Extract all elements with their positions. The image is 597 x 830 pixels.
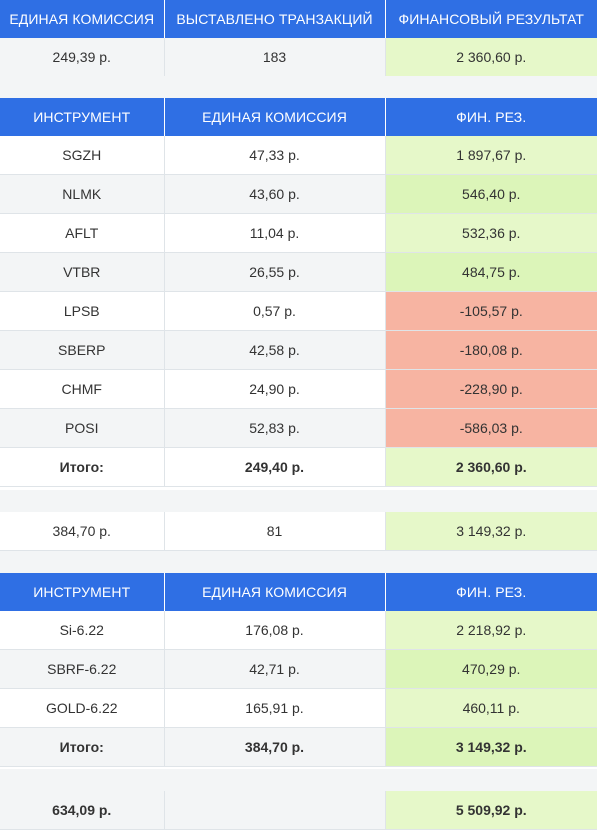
result-cell: 532,36 р.	[385, 213, 597, 253]
header-financial-result[interactable]: ФИНАНСОВЫЙ РЕЗУЛЬТАТ	[385, 0, 597, 38]
commission-cell: 176,08 р.	[164, 611, 386, 650]
grand-total-section: 634,09 р. 5 509,92 р.	[0, 791, 597, 830]
grand-total-transactions	[164, 791, 386, 830]
total-row: Итого: 384,70 р. 3 149,32 р.	[0, 727, 597, 767]
summary-result: 2 360,60 р.	[385, 38, 597, 77]
section-spacer	[0, 490, 597, 512]
instruments-section-1: ИНСТРУМЕНТ ЕДИНАЯ КОМИССИЯ ФИН. РЕЗ. SGZ…	[0, 98, 597, 487]
summary-table: ЕДИНАЯ КОМИССИЯ ВЫСТАВЛЕНО ТРАНЗАКЦИЙ ФИ…	[0, 0, 597, 77]
summary-header-row: ЕДИНАЯ КОМИССИЯ ВЫСТАВЛЕНО ТРАНЗАКЦИЙ ФИ…	[0, 0, 597, 38]
summary-row: 384,70 р. 81 3 149,32 р.	[0, 512, 597, 551]
section-spacer	[0, 76, 597, 98]
header-commission[interactable]: ЕДИНАЯ КОМИССИЯ	[164, 573, 386, 611]
table-row: SBERP 42,58 р. -180,08 р.	[0, 330, 597, 370]
result-cell: -228,90 р.	[385, 369, 597, 409]
header-fin-result[interactable]: ФИН. РЕЗ.	[385, 98, 597, 136]
summary-transactions: 183	[164, 38, 386, 77]
instrument-cell: NLMK	[0, 174, 165, 214]
summary-row: 249,39 р. 183 2 360,60 р.	[0, 38, 597, 77]
commission-cell: 47,33 р.	[164, 136, 386, 175]
total-result: 3 149,32 р.	[385, 727, 597, 767]
commission-cell: 42,58 р.	[164, 330, 386, 370]
instrument-cell: AFLT	[0, 213, 165, 253]
commission-cell: 24,90 р.	[164, 369, 386, 409]
result-cell: 546,40 р.	[385, 174, 597, 214]
commission-cell: 165,91 р.	[164, 688, 386, 728]
summary-transactions: 81	[164, 512, 386, 551]
total-commission: 249,40 р.	[164, 447, 386, 487]
total-result: 2 360,60 р.	[385, 447, 597, 487]
result-cell: -105,57 р.	[385, 291, 597, 331]
instruments-header-row: ИНСТРУМЕНТ ЕДИНАЯ КОМИССИЯ ФИН. РЕЗ.	[0, 98, 597, 136]
result-cell: -180,08 р.	[385, 330, 597, 370]
result-cell: 470,29 р.	[385, 649, 597, 689]
commission-cell: 11,04 р.	[164, 213, 386, 253]
instruments-section-2: ИНСТРУМЕНТ ЕДИНАЯ КОМИССИЯ ФИН. РЕЗ. Si-…	[0, 573, 597, 767]
table-row: POSI 52,83 р. -586,03 р.	[0, 408, 597, 448]
section-spacer	[0, 551, 597, 573]
total-label: Итого:	[0, 447, 165, 487]
grand-total-result: 5 509,92 р.	[385, 791, 597, 830]
table-row: VTBR 26,55 р. 484,75 р.	[0, 252, 597, 292]
table-row: AFLT 11,04 р. 532,36 р.	[0, 213, 597, 253]
summary-section-1: ЕДИНАЯ КОМИССИЯ ВЫСТАВЛЕНО ТРАНЗАКЦИЙ ФИ…	[0, 0, 597, 77]
commission-cell: 52,83 р.	[164, 408, 386, 448]
table-row: SBRF-6.22 42,71 р. 470,29 р.	[0, 649, 597, 689]
section-spacer	[0, 769, 597, 791]
header-transactions[interactable]: ВЫСТАВЛЕНО ТРАНЗАКЦИЙ	[164, 0, 386, 38]
instrument-cell: SBERP	[0, 330, 165, 370]
instrument-cell: LPSB	[0, 291, 165, 331]
summary-commission: 249,39 р.	[0, 38, 165, 77]
summary-result: 3 149,32 р.	[385, 512, 597, 551]
header-fin-result[interactable]: ФИН. РЕЗ.	[385, 573, 597, 611]
total-label: Итого:	[0, 727, 165, 767]
table-row: NLMK 43,60 р. 546,40 р.	[0, 174, 597, 214]
grand-total-commission: 634,09 р.	[0, 791, 165, 830]
table-row: SGZH 47,33 р. 1 897,67 р.	[0, 136, 597, 175]
grand-total-row: 634,09 р. 5 509,92 р.	[0, 791, 597, 830]
grand-total-table: 634,09 р. 5 509,92 р.	[0, 791, 597, 830]
total-commission: 384,70 р.	[164, 727, 386, 767]
instrument-cell: Si-6.22	[0, 611, 165, 650]
table-row: LPSB 0,57 р. -105,57 р.	[0, 291, 597, 331]
instrument-cell: POSI	[0, 408, 165, 448]
instrument-cell: GOLD-6.22	[0, 688, 165, 728]
table-row: GOLD-6.22 165,91 р. 460,11 р.	[0, 688, 597, 728]
instruments-header-row: ИНСТРУМЕНТ ЕДИНАЯ КОМИССИЯ ФИН. РЕЗ.	[0, 573, 597, 611]
commission-cell: 43,60 р.	[164, 174, 386, 214]
commission-cell: 42,71 р.	[164, 649, 386, 689]
result-cell: 2 218,92 р.	[385, 611, 597, 650]
instrument-cell: VTBR	[0, 252, 165, 292]
header-commission[interactable]: ЕДИНАЯ КОМИССИЯ	[164, 98, 386, 136]
instrument-cell: SGZH	[0, 136, 165, 175]
result-cell: -586,03 р.	[385, 408, 597, 448]
summary-section-2: 384,70 р. 81 3 149,32 р.	[0, 512, 597, 551]
summary-table: 384,70 р. 81 3 149,32 р.	[0, 512, 597, 551]
header-commission[interactable]: ЕДИНАЯ КОМИССИЯ	[0, 0, 165, 38]
summary-commission: 384,70 р.	[0, 512, 165, 551]
instruments-table: ИНСТРУМЕНТ ЕДИНАЯ КОМИССИЯ ФИН. РЕЗ. Si-…	[0, 573, 597, 767]
header-instrument[interactable]: ИНСТРУМЕНТ	[0, 573, 165, 611]
commission-cell: 26,55 р.	[164, 252, 386, 292]
result-cell: 1 897,67 р.	[385, 136, 597, 175]
instrument-cell: SBRF-6.22	[0, 649, 165, 689]
total-row: Итого: 249,40 р. 2 360,60 р.	[0, 447, 597, 487]
commission-cell: 0,57 р.	[164, 291, 386, 331]
result-cell: 484,75 р.	[385, 252, 597, 292]
table-row: CHMF 24,90 р. -228,90 р.	[0, 369, 597, 409]
result-cell: 460,11 р.	[385, 688, 597, 728]
header-instrument[interactable]: ИНСТРУМЕНТ	[0, 98, 165, 136]
table-row: Si-6.22 176,08 р. 2 218,92 р.	[0, 611, 597, 650]
instruments-table: ИНСТРУМЕНТ ЕДИНАЯ КОМИССИЯ ФИН. РЕЗ. SGZ…	[0, 98, 597, 487]
instrument-cell: CHMF	[0, 369, 165, 409]
